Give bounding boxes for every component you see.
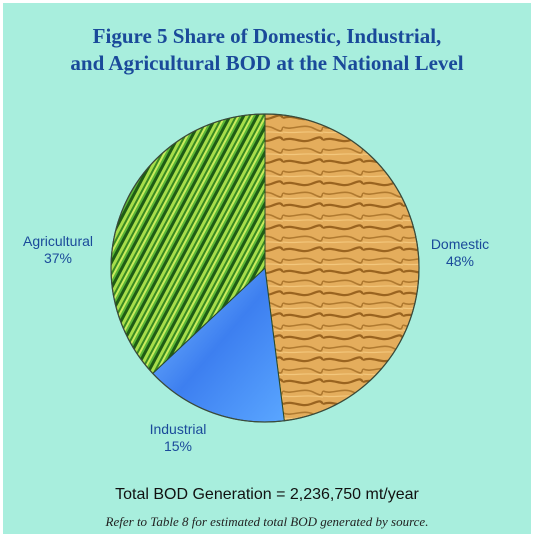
slice-label-industrial: Industrial 15%: [128, 421, 228, 455]
slice-label-domestic-value: 48%: [445, 253, 475, 269]
slice-label-industrial-value: 15%: [163, 438, 193, 454]
slice-label-industrial-name: Industrial: [149, 421, 207, 437]
slice-label-domestic: Domestic 48%: [415, 236, 505, 270]
pie-outline: [110, 113, 420, 423]
pie-chart: [110, 113, 420, 423]
slice-label-agricultural: Agricultural 37%: [8, 233, 108, 267]
pie-slice-domestic: [264, 113, 420, 422]
chart-title-line-1: Figure 5 Share of Domestic, Industrial,: [92, 24, 442, 48]
slice-label-domestic-name: Domestic: [430, 236, 490, 252]
figure-panel: Figure 5 Share of Domestic, Industrial, …: [3, 3, 531, 534]
table-reference-note: Refer to Table 8 for estimated total BOD…: [105, 514, 429, 529]
chart-title-line-2: and Agricultural BOD at the National Lev…: [70, 51, 464, 75]
slice-label-agricultural-name: Agricultural: [22, 233, 94, 249]
slice-label-agricultural-value: 37%: [43, 250, 73, 266]
total-bod-text: Total BOD Generation = 2,236,750 mt/year: [115, 486, 419, 503]
pie-slices-group: [110, 113, 420, 423]
